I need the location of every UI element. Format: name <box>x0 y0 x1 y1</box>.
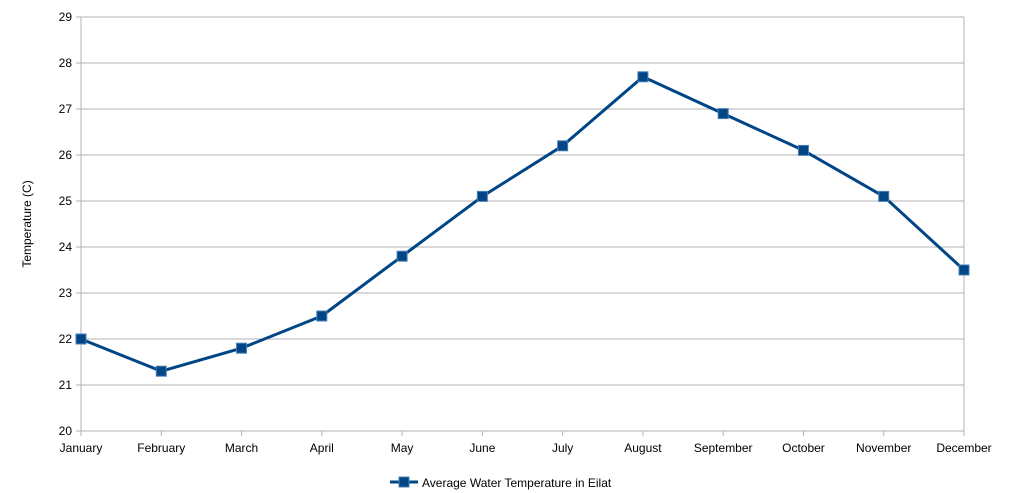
x-tick-label: October <box>782 441 825 455</box>
data-point-marker <box>958 264 970 276</box>
series-line <box>80 75 966 373</box>
x-tick-label: December <box>936 441 991 455</box>
x-tick-labels: January February March April May June July Augu… <box>60 441 992 455</box>
data-point-marker <box>75 333 87 345</box>
axes <box>76 16 965 436</box>
y-tick-label: 29 <box>59 10 73 24</box>
legend-marker-swatch <box>398 476 410 488</box>
legend: Average Water Temperature in Eilat <box>390 476 612 490</box>
x-tick-label: February <box>137 441 185 455</box>
x-tick-label: June <box>469 441 495 455</box>
series-lines <box>80 75 966 373</box>
y-tick-label: 26 <box>59 148 73 162</box>
data-point-marker <box>637 71 649 83</box>
x-tick-label: September <box>694 441 753 455</box>
data-point-marker <box>878 190 890 202</box>
x-tick-label: November <box>856 441 911 455</box>
y-tick-labels: 20 21 22 23 24 25 26 27 28 29 <box>59 10 73 438</box>
legend-label: Average Water Temperature in Eilat <box>422 476 612 490</box>
data-point-marker <box>236 342 248 354</box>
x-tick-label: January <box>60 441 103 455</box>
x-tick-label: May <box>391 441 414 455</box>
data-point-marker <box>316 310 328 322</box>
y-tick-label: 21 <box>59 378 73 392</box>
y-tick-label: 23 <box>59 286 73 300</box>
y-tick-label: 27 <box>59 102 73 116</box>
y-tick-label: 24 <box>59 240 73 254</box>
gridlines <box>81 16 964 432</box>
series-markers <box>75 71 970 377</box>
y-tick-label: 28 <box>59 56 73 70</box>
x-tick-label: April <box>310 441 334 455</box>
data-point-marker <box>717 108 729 120</box>
x-tick-label: August <box>624 441 662 455</box>
y-tick-label: 22 <box>59 332 73 346</box>
data-point-marker <box>396 250 408 262</box>
y-tick-label: 25 <box>59 194 73 208</box>
y-axis-title: Temperature (C) <box>20 180 34 267</box>
y-tick-label: 20 <box>59 424 73 438</box>
data-point-marker <box>797 144 809 156</box>
data-point-marker <box>557 140 569 152</box>
x-tick-label: March <box>225 441 258 455</box>
data-point-marker <box>155 365 167 377</box>
x-tick-label: July <box>552 441 573 455</box>
data-point-marker <box>476 190 488 202</box>
